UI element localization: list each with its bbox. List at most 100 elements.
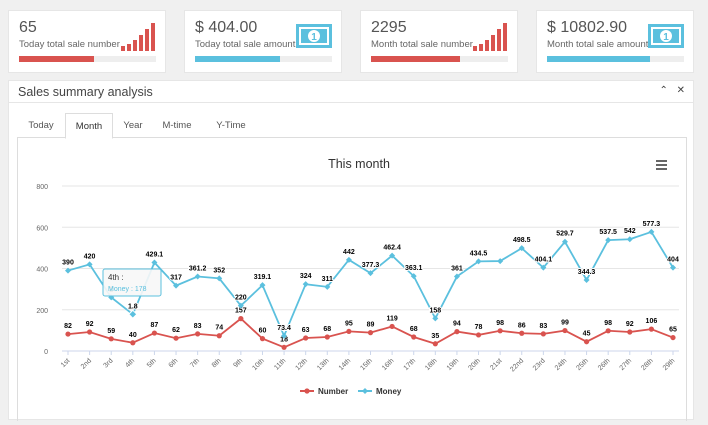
- data-label: 59: [107, 328, 115, 335]
- x-tick-label: 16th: [381, 357, 396, 372]
- data-label: 98: [604, 320, 612, 327]
- data-label: 220: [235, 295, 247, 302]
- x-tick-label: 25th: [575, 357, 590, 372]
- data-label: 74: [215, 325, 223, 332]
- data-point: [346, 328, 352, 335]
- data-point: [605, 328, 611, 334]
- stat-value: $ 10802.90: [547, 19, 628, 36]
- data-label: 68: [410, 326, 418, 333]
- data-label: 1.8: [128, 303, 138, 310]
- data-point: [367, 270, 374, 277]
- data-label: 529.7: [556, 231, 574, 238]
- data-point: [87, 329, 93, 335]
- x-tick-label: 1st: [60, 357, 72, 369]
- data-point: [195, 331, 201, 337]
- x-tick-label: 28th: [640, 357, 655, 372]
- y-tick-label: 600: [36, 225, 48, 232]
- x-tick-label: 26th: [597, 357, 612, 372]
- data-point: [519, 330, 525, 336]
- tab-year[interactable]: Year: [123, 120, 143, 131]
- data-label: 157: [235, 308, 247, 315]
- tab-month[interactable]: Month: [65, 113, 113, 139]
- data-point: [237, 302, 244, 309]
- data-label: 40: [129, 332, 137, 339]
- data-label: 18: [280, 336, 288, 343]
- x-tick-label: 24th: [554, 357, 569, 372]
- data-point: [497, 258, 504, 265]
- tooltip-value: Money : 178: [108, 286, 147, 293]
- data-point: [561, 238, 568, 245]
- data-label: 98: [496, 320, 504, 327]
- progress-fill: [195, 56, 280, 62]
- data-point: [475, 332, 482, 338]
- data-point: [216, 275, 223, 282]
- bar-chart-icon: [121, 23, 155, 51]
- x-tick-label: 6th: [168, 357, 180, 369]
- tooltip-category: 4th :: [108, 273, 124, 282]
- tooltip-box: [102, 268, 162, 297]
- data-label: 319.1: [254, 274, 272, 281]
- data-point: [302, 281, 309, 288]
- progress-fill: [19, 56, 95, 62]
- x-tick-label: 29th: [662, 357, 677, 372]
- data-label: 78: [475, 324, 483, 331]
- stat-label: Month total sale amount: [547, 39, 649, 50]
- data-point: [151, 259, 158, 266]
- tab-today[interactable]: Today: [28, 120, 54, 131]
- data-point: [173, 335, 179, 341]
- x-tick-label: 23rd: [532, 357, 547, 372]
- data-point: [648, 228, 655, 235]
- x-tick-label: 18th: [424, 357, 439, 372]
- hamburger-menu-icon[interactable]: [656, 160, 667, 170]
- progress-track: [195, 56, 332, 62]
- data-point: [497, 328, 503, 334]
- data-point: [303, 335, 309, 341]
- data-point: [281, 344, 287, 350]
- data-point: [281, 332, 288, 339]
- tab-m-time[interactable]: M-time: [162, 120, 192, 131]
- panel-title: Sales summary analysis: [18, 85, 153, 99]
- x-tick-label: 15th: [359, 357, 374, 372]
- data-label: 537.5: [599, 229, 617, 236]
- legend-marker: [362, 388, 368, 394]
- data-label: 542: [624, 228, 636, 235]
- data-point: [540, 331, 546, 337]
- data-point: [238, 316, 244, 322]
- x-tick-label: 3rd: [103, 357, 115, 369]
- stat-card-month-number: 2295 Month total sale number: [360, 10, 518, 73]
- x-tick-label: 5th: [146, 357, 158, 369]
- data-label: 87: [151, 322, 159, 329]
- x-tick-label: 17th: [403, 357, 418, 372]
- data-label: 83: [539, 323, 547, 330]
- line-chart: This month 0 200 400 600 800 1st 2nd 3rd 4th 5th 6…: [36, 157, 680, 396]
- data-point: [86, 261, 93, 268]
- data-label: 363.1: [405, 265, 423, 272]
- progress-track: [19, 56, 156, 62]
- data-label: 361: [451, 266, 463, 273]
- data-point: [194, 273, 201, 280]
- x-tick-label: 19th: [446, 357, 461, 372]
- data-point: [605, 237, 612, 244]
- data-point: [367, 330, 374, 336]
- data-point: [432, 341, 438, 347]
- stat-label: Today total sale number: [19, 39, 120, 50]
- data-label: 99: [561, 320, 569, 327]
- y-tick-label: 200: [36, 308, 48, 315]
- data-label: 498.5: [513, 237, 531, 244]
- stat-card-month-amount: $ 10802.90 Month total sale amount 1: [536, 10, 694, 73]
- data-point: [65, 267, 71, 274]
- close-icon[interactable]: ✕: [676, 85, 685, 96]
- stat-value: 65: [19, 19, 37, 36]
- x-tick-label: 9th: [232, 357, 244, 369]
- bar-chart-icon: [473, 23, 507, 51]
- data-label: 62: [172, 327, 180, 334]
- chevron-up-icon[interactable]: ⌃: [659, 85, 668, 96]
- y-tick-label: 0: [44, 349, 48, 356]
- money-bill-icon: 1: [296, 24, 332, 48]
- chart-title: This month: [328, 157, 390, 171]
- stat-value: $ 404.00: [195, 19, 258, 36]
- data-label: 95: [345, 320, 353, 327]
- data-label: 92: [626, 321, 634, 328]
- data-label: 106: [646, 318, 658, 325]
- tab-y-time[interactable]: Y-Time: [216, 120, 246, 131]
